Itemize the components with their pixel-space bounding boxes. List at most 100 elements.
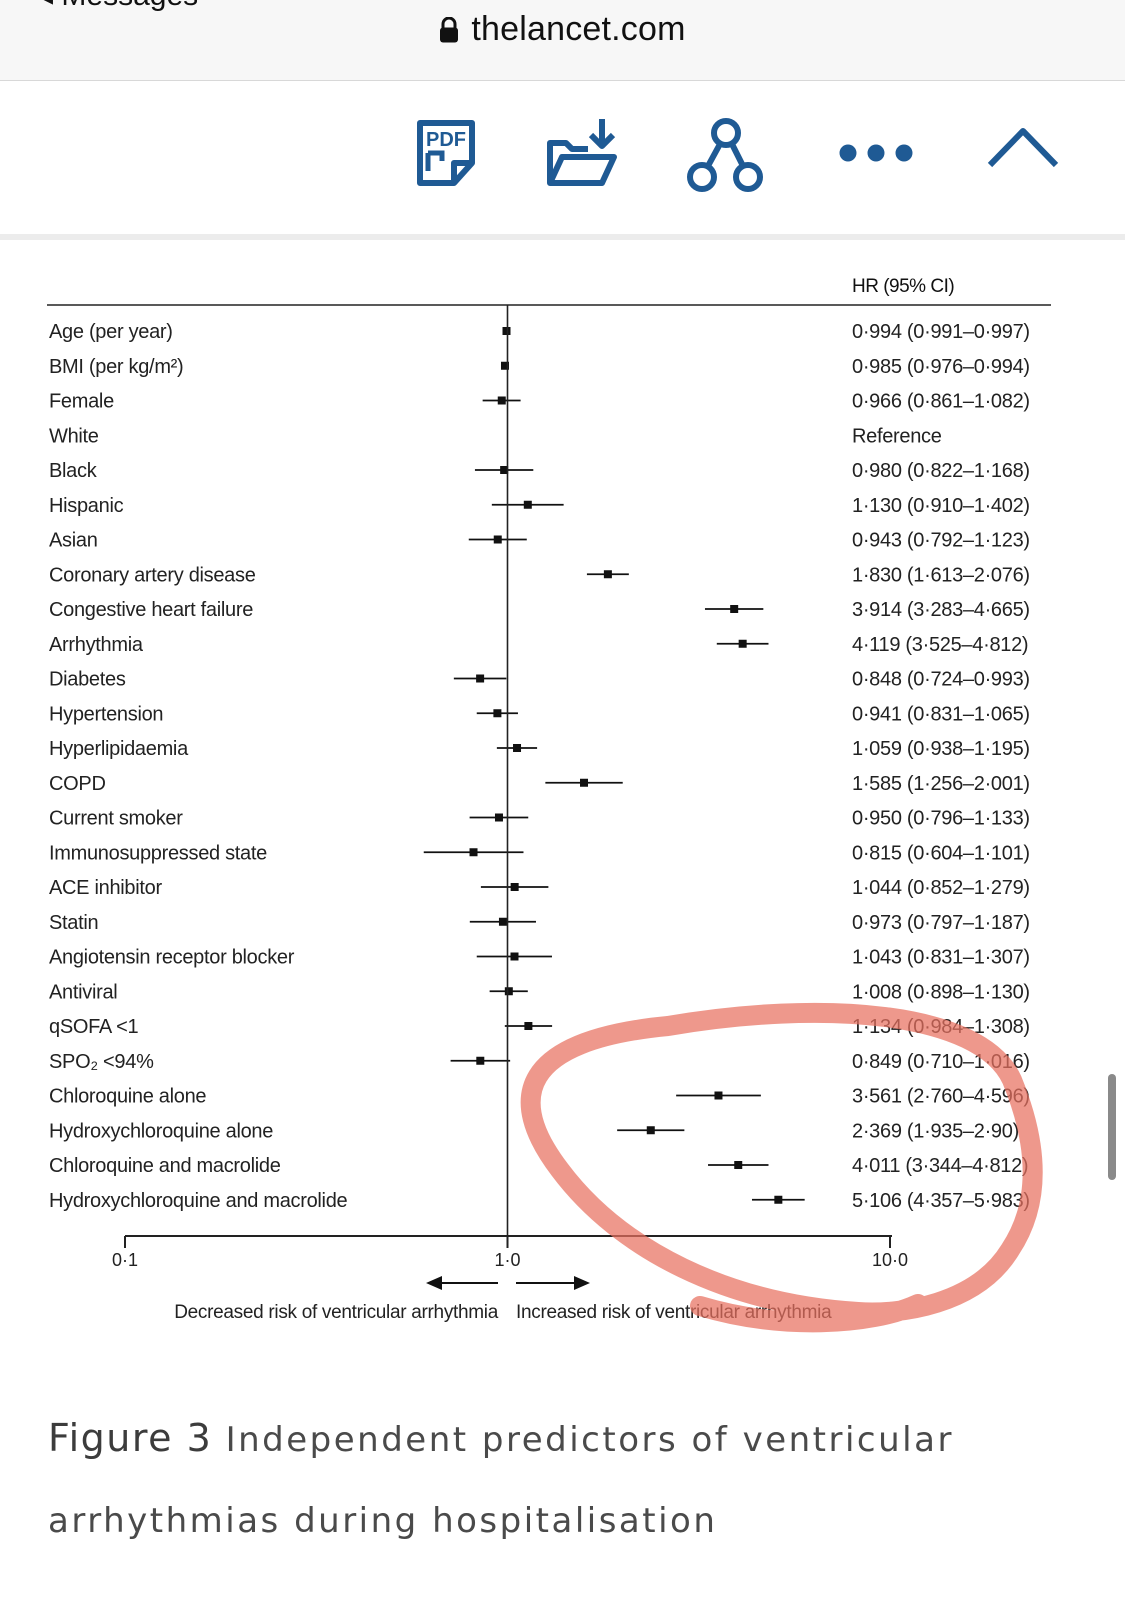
download-to-folder-button[interactable] (544, 117, 618, 194)
forest-row: Black 0·980 (0·822–1·168) (49, 460, 1030, 482)
hazard-ratio-point (497, 396, 506, 405)
forest-row: Hypertension 0·941 (0·831–1·065) (49, 703, 1030, 725)
hazard-ratio-point (513, 744, 522, 752)
back-to-messages-link[interactable]: ◂ Messages (38, 0, 198, 13)
x-tick-label: 1·0 (494, 1250, 520, 1270)
forest-row: Hydroxychloroquine alone 2·369 (1·935–2·9… (49, 1120, 1019, 1142)
hazard-ratio-point (494, 813, 503, 822)
forest-row: Chloroquine alone 3·561 (2·760–4·596) (49, 1086, 1030, 1108)
forest-row: COPD 1·585 (1·256–2·001) (49, 773, 1030, 795)
forest-row: Statin 0·973 (0·797–1·187) (49, 912, 1030, 934)
forest-row: Chloroquine and macrolide 4·011 (3·344–4·… (49, 1155, 1029, 1177)
hr-value-label: 2·369 (1·935–2·90) (852, 1120, 1019, 1142)
hazard-ratio-point (476, 1056, 485, 1065)
hr-value-label: 1·044 (0·852–1·279) (852, 877, 1030, 899)
hazard-ratio-point (498, 917, 507, 926)
hazard-ratio-point (523, 500, 532, 509)
hr-value-label: 4·011 (3·344–4·812) (852, 1155, 1028, 1177)
page-scrollbar[interactable] (1108, 1074, 1116, 1180)
hr-value-label: 4·119 (3·525–4·812) (852, 634, 1028, 656)
increased-arrowhead (574, 1276, 590, 1290)
hazard-ratio-point (734, 1161, 743, 1169)
hr-value-label: 1·830 (1·613–2·076) (852, 564, 1030, 586)
forest-row: Coronary artery disease 1·830 (1·613–2·07… (49, 564, 1030, 586)
row-label: Age (per year) (49, 321, 173, 343)
forest-rows: Age (per year) 0·994 (0·991–0·997) BMI (pe… (49, 305, 1030, 1236)
row-label: Hydroxychloroquine alone (49, 1120, 273, 1142)
more-options-button[interactable] (838, 143, 914, 168)
hazard-ratio-point (500, 361, 509, 370)
hr-value-label: 0·941 (0·831–1·065) (852, 703, 1030, 725)
hazard-ratio-point (774, 1195, 783, 1204)
pdf-button[interactable]: PDF (414, 119, 478, 194)
forest-row: Angiotensin receptor blocker 1·043 (0·831… (49, 947, 1030, 969)
forest-row: Hydroxychloroquine and macrolide 5·106 (4… (49, 1190, 1030, 1212)
hazard-ratio-point (524, 1022, 533, 1030)
row-label: Antiviral (49, 981, 117, 1003)
hazard-ratio-point (510, 883, 519, 891)
more-icon (839, 144, 913, 162)
browser-url-bar[interactable]: ◂ Messages thelancet.com (0, 0, 1125, 81)
forest-row: Hispanic 1·130 (0·910–1·402) (49, 495, 1030, 517)
hr-value-label: 0·966 (0·861–1·082) (852, 391, 1030, 413)
row-label: Diabetes (49, 669, 126, 691)
hazard-ratio-point (502, 327, 511, 335)
red-circle-annotation (520, 1002, 1043, 1333)
hr-value-label: Reference (852, 425, 942, 447)
row-label: Chloroquine and macrolide (49, 1155, 281, 1177)
hr-value-label: 1·043 (0·831–1·307) (852, 947, 1030, 969)
hr-value-label: 0·985 (0·976–0·994) (852, 356, 1030, 378)
share-button[interactable] (686, 117, 766, 200)
hr-column-header: HR (95% CI) (852, 276, 954, 297)
row-label: Hypertension (49, 703, 163, 725)
forest-row: Diabetes 0·848 (0·724–0·993) (49, 669, 1030, 691)
row-label: Asian (49, 530, 98, 552)
hr-value-label: 0·973 (0·797–1·187) (852, 912, 1030, 934)
forest-row: ACE inhibitor 1·044 (0·852–1·279) (49, 877, 1030, 899)
x-tick-label: 0·1 (112, 1250, 138, 1270)
hr-value-label: 0·994 (0·991–0·997) (852, 321, 1030, 343)
pdf-icon: PDF (417, 120, 475, 186)
collapse-toolbar-button[interactable] (986, 125, 1060, 174)
hr-value-label: 0·950 (0·796–1·133) (852, 808, 1030, 830)
hazard-ratio-point (493, 709, 502, 718)
hazard-ratio-point (504, 987, 513, 996)
forest-row: Hyperlipidaemia 1·059 (0·938–1·195) (49, 738, 1030, 760)
row-label: Black (49, 460, 98, 482)
hr-value-label: 3·561 (2·760–4·596) (852, 1086, 1030, 1108)
hr-value-label: 1·059 (0·938–1·195) (852, 738, 1030, 760)
row-label: Hispanic (49, 495, 124, 517)
row-label: SPO₂ <94% (49, 1051, 154, 1073)
forest-row: Age (per year) 0·994 (0·991–0·997) (49, 321, 1030, 343)
row-label: Coronary artery disease (49, 564, 256, 586)
hazard-ratio-point (646, 1126, 655, 1135)
row-label: ACE inhibitor (49, 877, 162, 899)
row-label: Immunosuppressed state (49, 842, 267, 864)
row-label: Statin (49, 912, 98, 934)
row-label: White (49, 425, 99, 447)
forest-plot: HR (95% CI) Age (per year) 0·994 (0·991–0… (47, 276, 1051, 1333)
hazard-ratio-point (730, 605, 739, 613)
hazard-ratio-point (603, 570, 612, 579)
hr-value-label: 0·943 (0·792–1·123) (852, 530, 1030, 552)
hr-value-label: 1·130 (0·910–1·402) (852, 495, 1030, 517)
forest-row: Arrhythmia 4·119 (3·525–4·812) (49, 634, 1029, 656)
forest-row: Immunosuppressed state 0·815 (0·604–1·101… (49, 842, 1030, 864)
hr-value-label: 0·848 (0·724–0·993) (852, 669, 1030, 691)
row-label: Hyperlipidaemia (49, 738, 189, 760)
hr-value-label: 5·106 (4·357–5·983) (852, 1190, 1030, 1212)
x-tick-label: 10·0 (872, 1250, 908, 1270)
row-label: Congestive heart failure (49, 599, 253, 621)
forest-row: Female 0·966 (0·861–1·082) (49, 391, 1030, 413)
download-folder-icon (547, 119, 617, 186)
row-label: Current smoker (49, 808, 183, 830)
x-axis-ticks: 0·1 1·0 10·0 (112, 1236, 908, 1270)
row-label: COPD (49, 773, 106, 795)
hr-value-label: 0·815 (0·604–1·101) (852, 842, 1030, 864)
address-field[interactable]: thelancet.com (0, 10, 1125, 52)
row-label: Female (49, 391, 114, 413)
lock-icon (439, 13, 459, 52)
hazard-ratio-point (738, 639, 747, 648)
hr-value-label: 1·585 (1·256–2·001) (852, 773, 1030, 795)
forest-row: BMI (per kg/m²) 0·985 (0·976–0·994) (49, 356, 1030, 378)
